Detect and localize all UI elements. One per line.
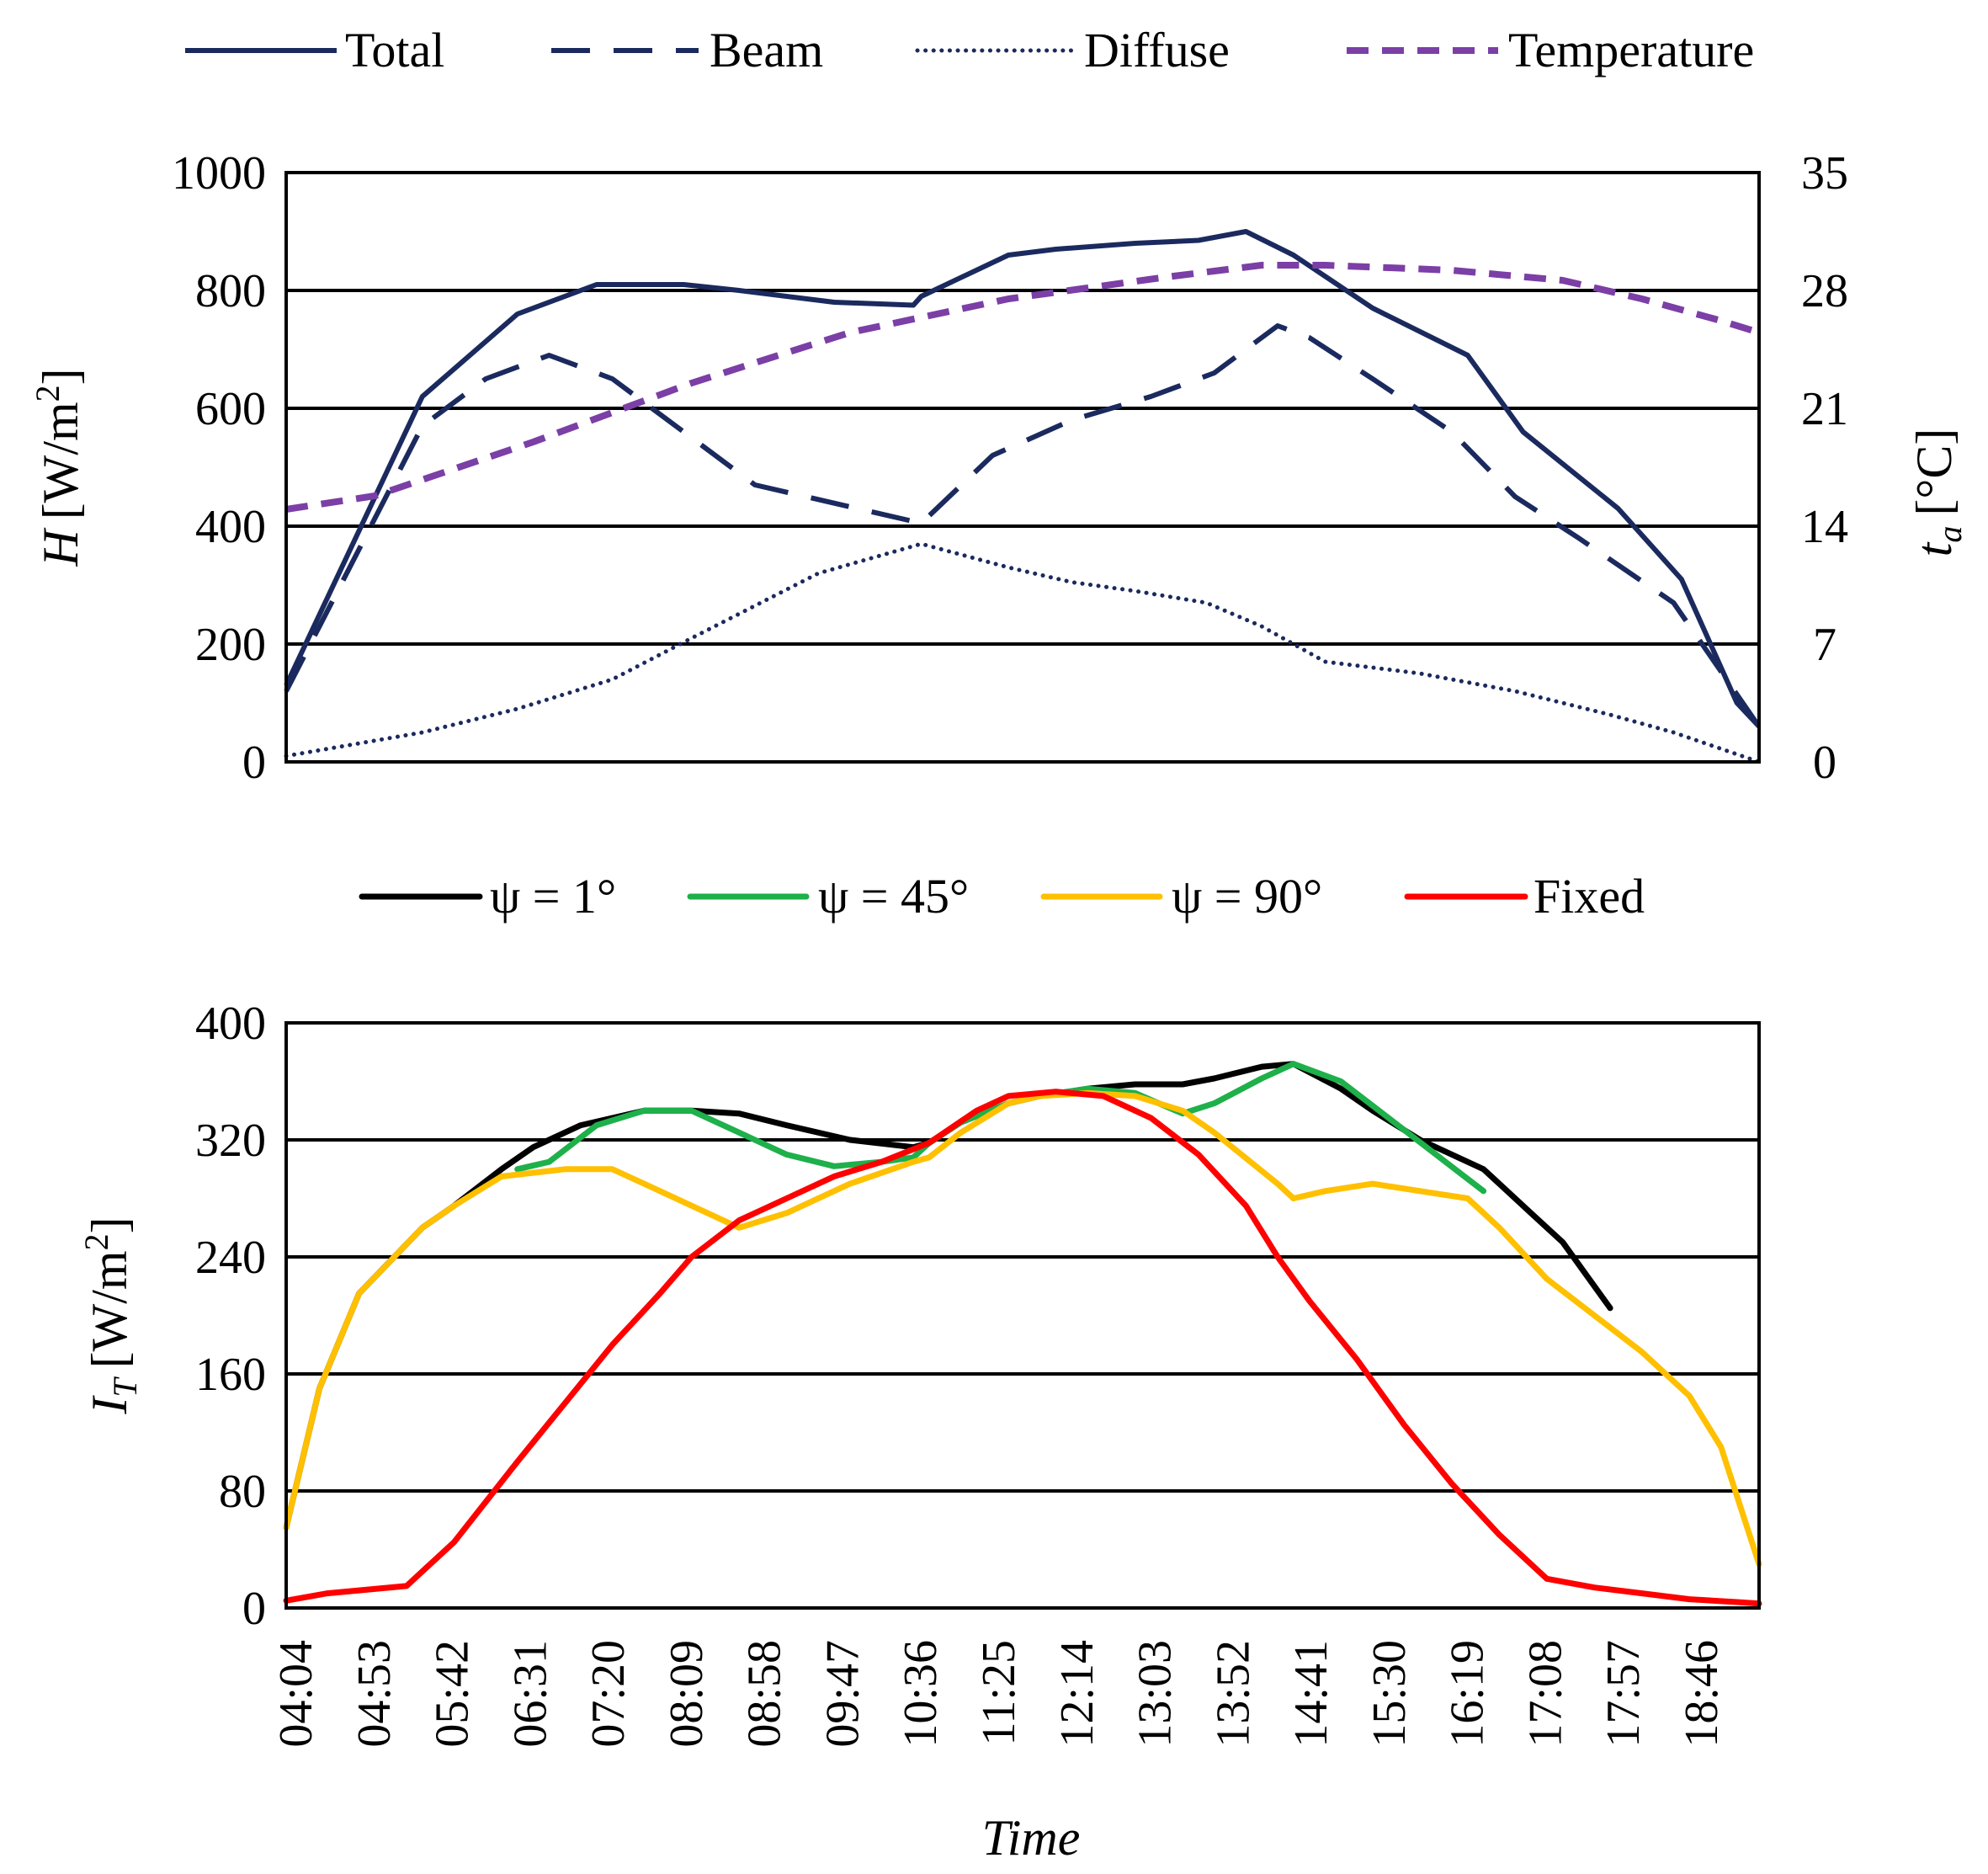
legend-item-fixed: Fixed — [1404, 869, 1645, 924]
y-axis-superscript: 2 — [29, 385, 66, 402]
y2-tick-label: 28 — [1801, 265, 1848, 317]
legend-item-diffuse: Diffuse — [915, 23, 1230, 77]
x-tick-label: 09:47 — [816, 1640, 869, 1748]
bottom-chart: 0 80 160 240 320 400 IT [W/m2] 04:04 04:53 05:42 06… — [77, 998, 1762, 1866]
y-tick-label: 80 — [219, 1466, 266, 1518]
y-tick-label: 0 — [242, 737, 266, 789]
y-tick-label: 400 — [195, 998, 266, 1050]
y-axis-close: ] — [82, 1217, 137, 1233]
x-tick-label: 17:57 — [1597, 1640, 1650, 1748]
series-line-total — [284, 229, 1762, 729]
x-tick-label: 06:31 — [504, 1640, 556, 1748]
y2-axis-title: ta [°C] — [1906, 429, 1969, 557]
legend-label-total: Total — [345, 23, 444, 77]
y2-axis-unit: [°C] — [1906, 429, 1962, 516]
legend-label-psi45: ψ = 45° — [818, 869, 969, 924]
y-tick-label: 0 — [242, 1583, 266, 1635]
y-axis-symbol: H — [33, 527, 88, 567]
top-legend: Total Beam Diffuse Temperature — [185, 23, 1754, 77]
x-tick-label: 08:09 — [661, 1640, 713, 1748]
y2-tick-label: 35 — [1801, 147, 1848, 200]
y2-tick-label: 21 — [1801, 383, 1848, 435]
legend-item-beam: Beam — [551, 23, 823, 77]
x-tick-label: 15:30 — [1363, 1640, 1416, 1748]
legend-label-beam: Beam — [710, 23, 823, 77]
y2-axis-subscript: a — [1931, 526, 1969, 543]
top-chart: 0 200 400 600 800 1000 0 7 14 21 28 35 H [W/m2] ta [°C] — [29, 147, 1969, 789]
y-axis-unit: [W/m — [33, 402, 88, 519]
y-axis-title: H [W/m2] — [29, 368, 88, 567]
y-axis-unit: [W/m — [82, 1250, 137, 1368]
y-tick-label: 1000 — [172, 147, 266, 200]
legend-item-temperature: Temperature — [1347, 23, 1754, 77]
legend-item-psi90: ψ = 90° — [1040, 869, 1322, 924]
series-line-psi45 — [514, 1061, 1487, 1195]
legend-item-psi45: ψ = 45° — [687, 869, 969, 924]
x-tick-label: 14:41 — [1285, 1640, 1337, 1748]
x-tick-label: 13:03 — [1130, 1640, 1182, 1748]
legend-label-psi1: ψ = 1° — [490, 869, 616, 924]
series-line-diffuse — [284, 541, 1762, 764]
y-tick-label: 800 — [195, 265, 266, 317]
legend-item-psi1: ψ = 1° — [359, 869, 616, 924]
y2-axis-symbol: t — [1906, 541, 1962, 556]
series-line-temperature — [285, 262, 1761, 513]
y-tick-label: 320 — [195, 1115, 266, 1167]
y2-tick-label: 7 — [1813, 619, 1837, 671]
x-axis-title: Time — [982, 1810, 1081, 1866]
x-tick-label: 18:46 — [1676, 1640, 1728, 1748]
legend-label-temperature: Temperature — [1508, 23, 1754, 77]
x-tick-label: 05:42 — [427, 1640, 479, 1748]
y-tick-label: 240 — [195, 1232, 266, 1284]
legend-label-fixed: Fixed — [1534, 869, 1645, 924]
x-tick-label: 10:36 — [895, 1640, 947, 1748]
x-tick-label: 04:04 — [270, 1640, 322, 1748]
y-axis-subscript: T — [106, 1376, 144, 1398]
y-axis-title: IT [W/m2] — [77, 1217, 144, 1414]
legend-item-total: Total — [185, 23, 444, 77]
plot-frame — [284, 171, 1761, 764]
x-tick-label: 12:14 — [1051, 1640, 1103, 1748]
series-line-fixed — [283, 1089, 1762, 1607]
x-tick-label: 08:58 — [739, 1640, 791, 1748]
y-axis-close: ] — [33, 368, 88, 385]
legend-label-diffuse: Diffuse — [1084, 23, 1230, 77]
legend-label-psi90: ψ = 90° — [1172, 869, 1322, 924]
x-tick-label: 17:08 — [1519, 1640, 1571, 1748]
y-tick-label: 400 — [195, 501, 266, 553]
y-tick-label: 200 — [195, 619, 266, 671]
y-tick-label: 600 — [195, 383, 266, 435]
bottom-legend: ψ = 1° ψ = 45° ψ = 90° Fixed — [359, 869, 1645, 924]
x-tick-label: 16:19 — [1442, 1640, 1494, 1748]
series-line-beam — [284, 323, 1762, 728]
x-tick-label: 07:20 — [582, 1640, 635, 1748]
plot-frame — [284, 1021, 1761, 1610]
y2-tick-label: 14 — [1801, 501, 1848, 553]
x-tick-label: 04:53 — [348, 1640, 401, 1748]
x-tick-label: 11:25 — [973, 1640, 1025, 1745]
y-axis-superscript: 2 — [77, 1233, 115, 1250]
y2-tick-label: 0 — [1813, 737, 1837, 789]
y-tick-label: 160 — [195, 1349, 266, 1401]
y-axis-symbol: I — [82, 1395, 137, 1415]
x-tick-label: 13:52 — [1207, 1640, 1259, 1748]
